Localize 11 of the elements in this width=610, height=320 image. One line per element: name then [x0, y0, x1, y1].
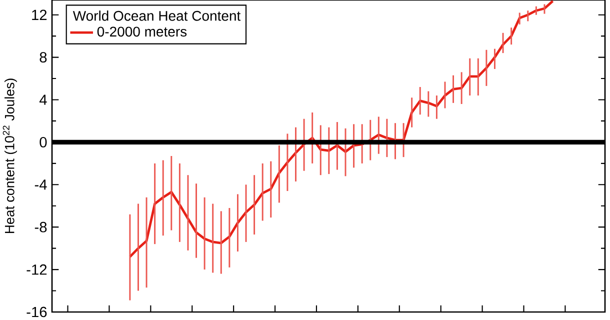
y-tick-label: 0: [40, 137, 47, 148]
legend-label: 0-2000 meters: [97, 26, 187, 37]
y-tick-label: 12: [32, 10, 47, 20]
y-axis-title: Heat content (10$^{22}$ Joules): [2, 78, 17, 234]
y-tick-label: 4: [39, 94, 47, 105]
y-tick-label: -4: [34, 180, 47, 190]
legend-title: World Ocean Heat Content: [72, 10, 241, 21]
y-tick-label: -8: [34, 222, 47, 232]
y-tick-label: -16: [26, 306, 47, 318]
y-tick-label: 8: [40, 52, 47, 62]
y-tick-label: -12: [26, 264, 47, 275]
